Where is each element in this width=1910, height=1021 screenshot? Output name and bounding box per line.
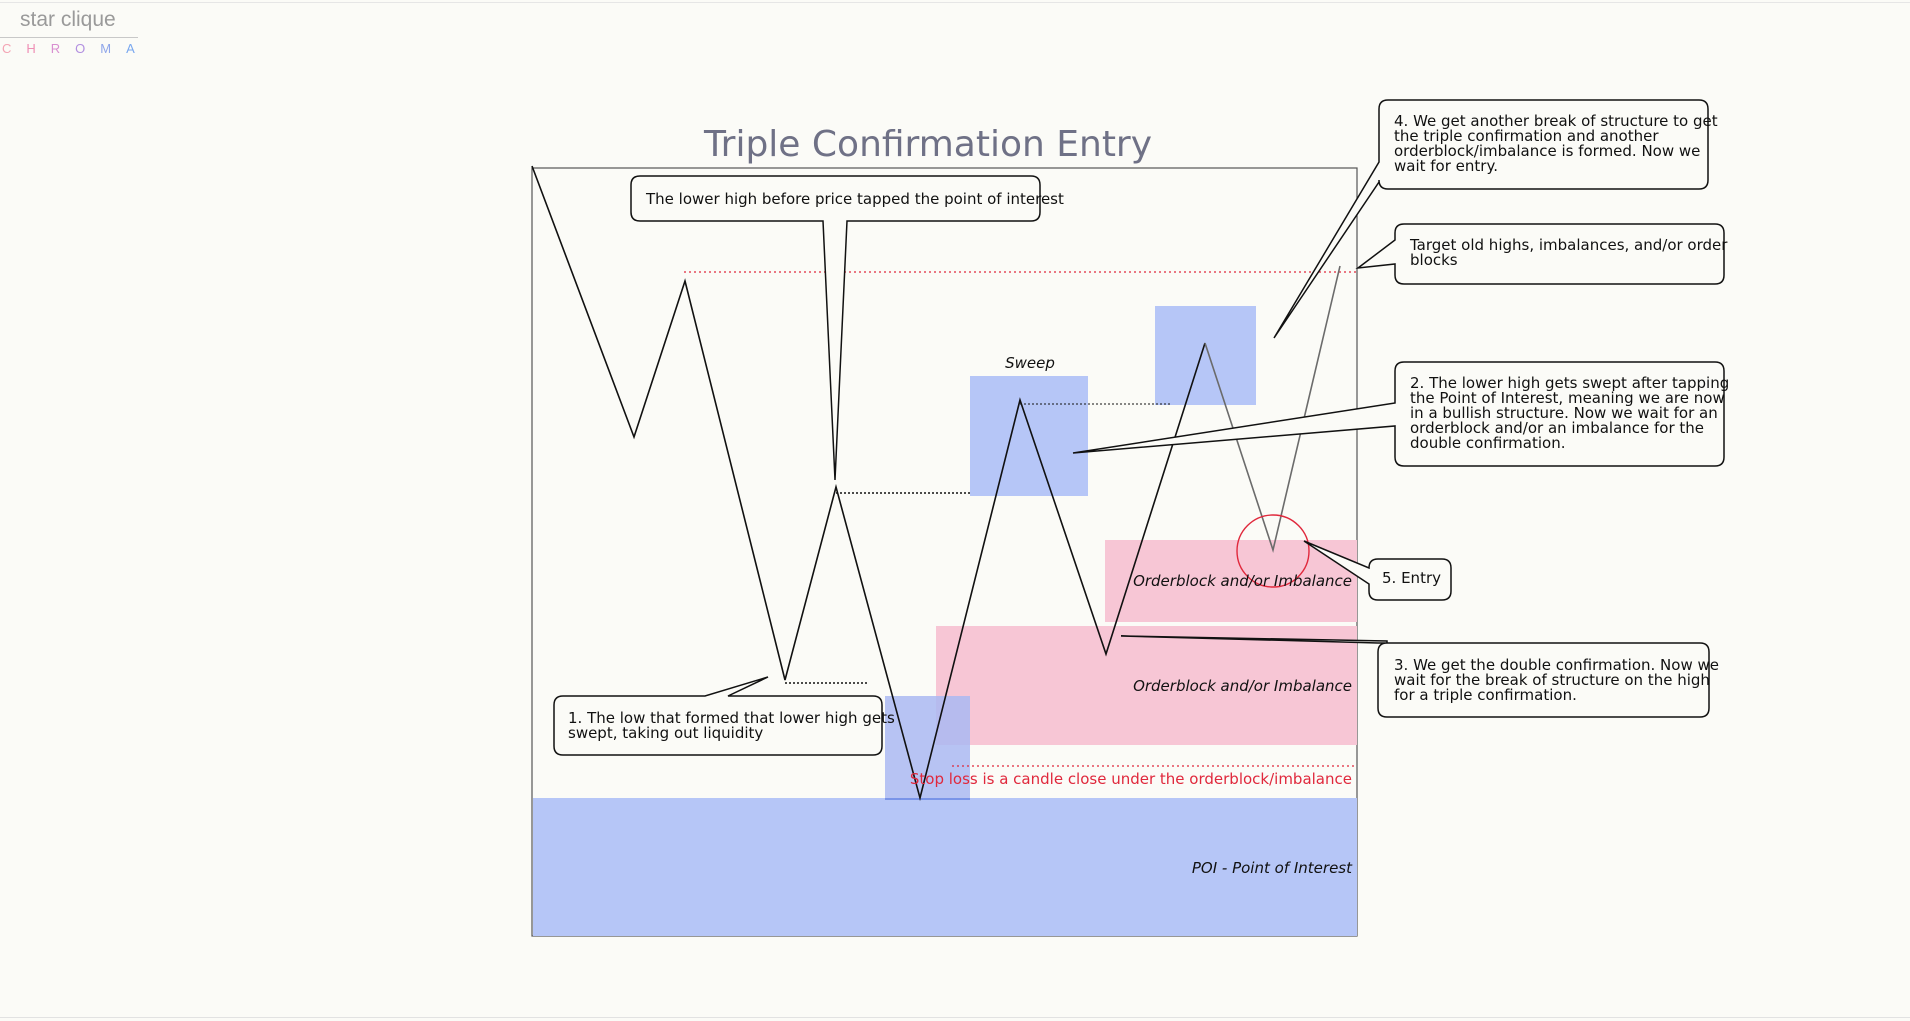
callout-text: 1. The low that formed that lower high g… [568,709,895,727]
callout-text: The lower high before price tapped the p… [645,190,1064,208]
brand-letter: A [126,41,150,56]
brand-letter: H [26,41,51,56]
callout-text: 2. The lower high gets swept after tappi… [1410,374,1729,392]
callout-step1: 1. The low that formed that lower high g… [553,676,895,756]
callout-bubble [1273,99,1709,339]
entry-circle [1236,514,1310,588]
low-sweep-zone [885,696,970,799]
callout-text: for a triple confirmation. [1394,686,1577,704]
callout-text: swept, taking out liquidity [568,724,763,742]
callout-text: wait for entry. [1394,157,1498,175]
sweep-label: Sweep [1005,354,1055,372]
callout-bubble [630,175,1041,481]
diagram-title: Triple Confirmation Entry [703,124,1152,165]
bottom-border [0,1017,1910,1018]
callout-text: orderblock/imbalance is formed. Now we [1394,142,1700,160]
callout-bubble [1303,540,1452,601]
orderblock-lower-zone [936,626,1357,745]
callout-text: 5. Entry [1382,569,1441,587]
callout-text: the Point of Interest, meaning we are no… [1410,389,1725,407]
callout-target: Target old highs, imbalances, and/or ord… [1355,223,1728,285]
poi-label: POI - Point of Interest [1192,859,1353,877]
callout-step5: 5. Entry [1303,540,1452,601]
callout-text: in a bullish structure. Now we wait for … [1410,404,1718,422]
callout-lower-high: The lower high before price tapped the p… [630,175,1064,481]
callout-text: Target old highs, imbalances, and/or ord… [1409,236,1728,254]
orderblock-upper-label: Orderblock and/or Imbalance [1133,572,1352,590]
callout-text: 3. We get the double confirmation. Now w… [1394,656,1719,674]
callout-bubble [1355,223,1725,285]
callout-step4: 4. We get another break of structure to … [1273,99,1718,339]
callout-text: orderblock and/or an imbalance for the [1410,419,1704,437]
callout-bubble [553,676,883,756]
brand-letter: R [50,41,76,56]
callout-step2: 2. The lower high gets swept after tappi… [1072,361,1729,467]
brand-letter: M [100,41,127,56]
brand-letter: O [75,41,101,56]
sweep-zone [970,376,1088,496]
callout-bubble [1120,635,1710,718]
price-path [531,165,1206,802]
orderblock-lower-label: Orderblock and/or Imbalance [1133,677,1352,695]
poi-zone [533,798,1357,936]
brand-letter: C [2,41,27,56]
brand-divider [0,37,138,38]
callout-text: 4. We get another break of structure to … [1394,112,1718,130]
callout-step3: 3. We get the double confirmation. Now w… [1120,635,1719,718]
brand-name: star clique [20,8,116,31]
orderblock-upper-zone [1105,540,1357,622]
callout-text: blocks [1410,251,1458,269]
callout-text: the triple confirmation and another [1394,127,1659,145]
stop-loss-label: Stop loss is a candle close under the or… [910,770,1352,788]
projected-path [1204,265,1341,553]
callout-text: wait for the break of structure on the h… [1394,671,1710,689]
callout-text: double confirmation. [1410,434,1565,452]
top-border [0,2,1910,3]
callout-bubble [1072,361,1725,467]
brand-subtitle: CHROMA [2,41,150,56]
bos-orderblock-zone [1155,306,1256,405]
